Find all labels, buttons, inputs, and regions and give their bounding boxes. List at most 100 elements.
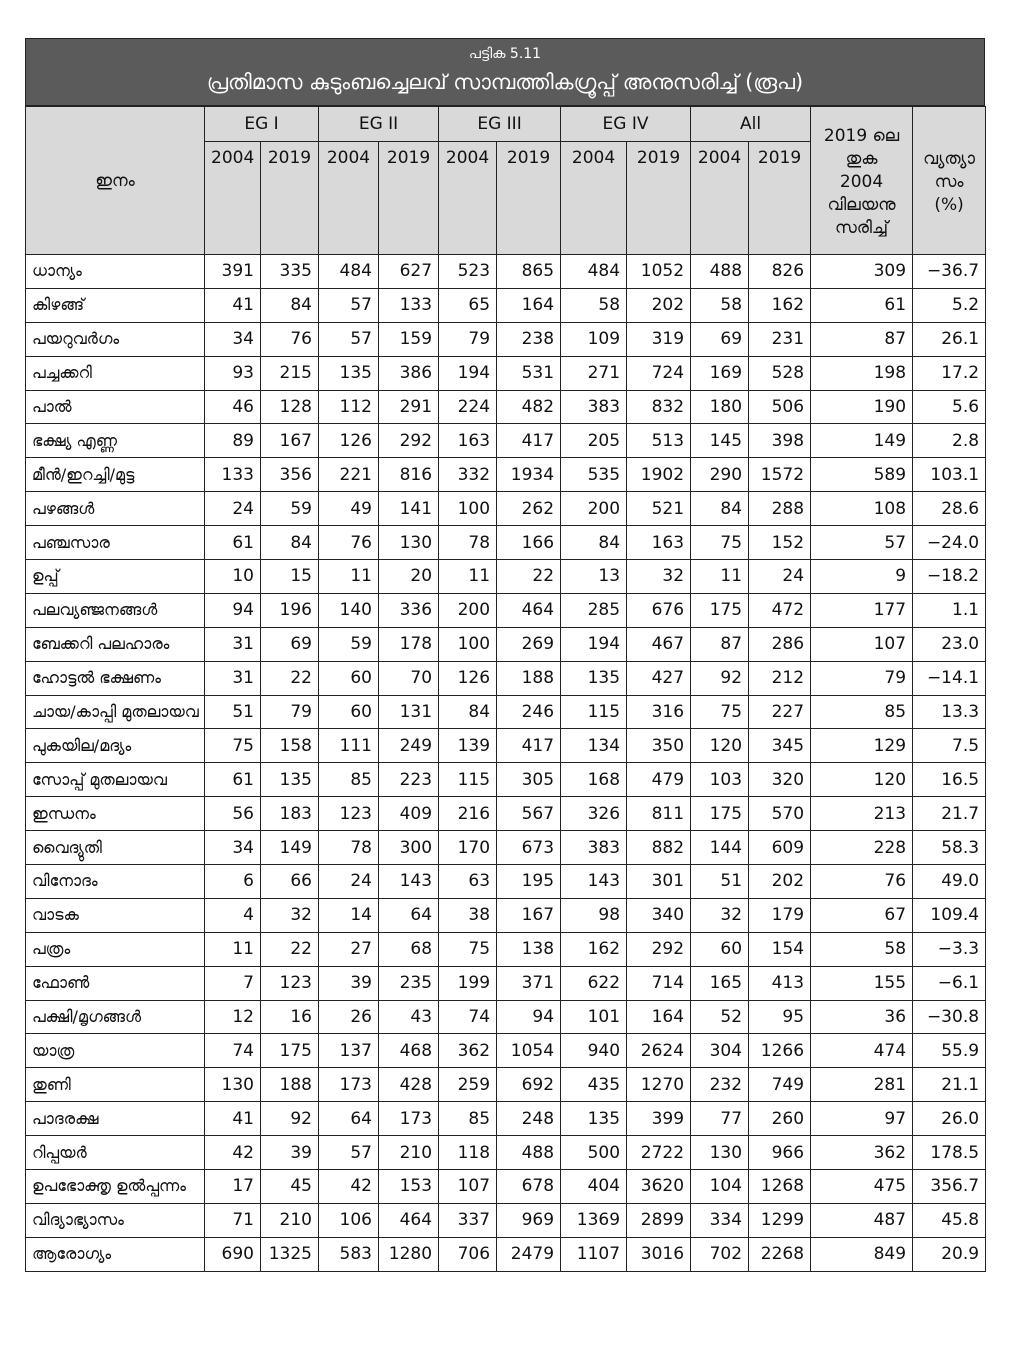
value-cell: 180 [690, 389, 750, 425]
value-cell: 74 [438, 999, 498, 1035]
value-cell: 583 [318, 1236, 379, 1272]
value-cell: 292 [626, 931, 692, 967]
value-cell: 706 [438, 1236, 498, 1272]
value-cell: 34 [204, 321, 261, 357]
header-row: 2004 2019 2004 2019 2004 2019 2004 2019 2004 2019 [26, 141, 986, 255]
value-cell: 41 [204, 287, 261, 323]
value-cell: 137 [318, 1033, 379, 1069]
item-name: പഞ്ചസാര [25, 525, 205, 561]
value-cell: 58.3 [912, 830, 987, 866]
value-cell: 158 [260, 728, 319, 764]
value-cell: 301 [626, 864, 692, 899]
data-row: ഇന്ധനം 56 183 123 409 216 567 326 811 175 570 213 21… [25, 796, 987, 832]
value-cell: 143 [560, 864, 628, 899]
value-cell: 223 [377, 762, 440, 798]
value-cell: 199 [438, 965, 498, 1001]
value-cell: 63 [438, 864, 498, 899]
value-cell: 115 [560, 694, 628, 730]
item-name: ചായ/കാപ്പി മുതലായവ [25, 694, 205, 730]
value-cell: 487 [810, 1202, 914, 1238]
value-cell: 1934 [496, 457, 562, 493]
value-cell: 2479 [496, 1236, 562, 1272]
value-cell: 79 [438, 321, 498, 357]
value-cell: 215 [260, 355, 319, 391]
value-cell: 309 [810, 254, 914, 289]
value-cell: 472 [748, 592, 812, 628]
value-cell: 67 [810, 897, 914, 933]
value-cell: 475 [810, 1169, 914, 1204]
value-cell: 58 [690, 287, 750, 323]
value-cell: 7 [204, 965, 261, 1001]
value-cell: 12 [204, 999, 261, 1035]
value-cell: 212 [748, 660, 812, 696]
value-cell: 109 [560, 321, 628, 357]
value-cell: 163 [438, 423, 498, 459]
item-name: ആരോഗ്യം [25, 1236, 205, 1272]
data-row: പത്രം 11 22 27 68 75 138 162 292 60 154 58 −3.3 [25, 931, 987, 967]
data-row: റിപ്പയർ 42 39 57 210 118 488 500 2722 130 966 362 17… [25, 1135, 987, 1171]
value-cell: 55.9 [912, 1033, 987, 1069]
value-cell: 69 [690, 321, 750, 357]
item-name: പുകയില/മദ്യം [25, 728, 205, 764]
item-name: വിദ്യാഭ്യാസം [25, 1202, 205, 1238]
value-cell: 178 [377, 626, 440, 662]
value-cell: 319 [626, 321, 692, 357]
header-line: തുക [845, 149, 878, 169]
value-cell: 166 [496, 525, 562, 561]
data-row: ഫോൺ 7 123 39 235 199 371 622 714 165 413 155 −6.1 [25, 965, 987, 1001]
value-cell: 78 [318, 830, 379, 866]
item-name: പഴങ്ങൾ [25, 491, 205, 527]
value-cell: 196 [260, 592, 319, 628]
value-cell: 228 [810, 830, 914, 866]
value-cell: 246 [496, 694, 562, 730]
value-cell: 145 [690, 423, 750, 459]
value-cell: 57 [318, 1135, 379, 1171]
value-cell: 332 [438, 457, 498, 493]
value-cell: 22 [260, 931, 319, 967]
value-cell: 59 [318, 626, 379, 662]
value-cell: 235 [377, 965, 440, 1001]
value-cell: 75 [438, 931, 498, 967]
value-cell: 724 [626, 355, 692, 391]
value-cell: 22 [496, 559, 562, 594]
value-cell: 135 [560, 1101, 628, 1137]
item-name: റിപ്പയർ [25, 1135, 205, 1171]
value-cell: 85 [318, 762, 379, 798]
value-cell: 123 [260, 965, 319, 1001]
value-cell: 826 [748, 254, 812, 289]
value-cell: 164 [496, 287, 562, 323]
value-cell: 513 [626, 423, 692, 459]
item-name: പലവ്യഞ്ജനങ്ങൾ [25, 592, 205, 628]
value-cell: 16.5 [912, 762, 987, 798]
item-name: യാത്ര [25, 1033, 205, 1069]
value-cell: 183 [260, 796, 319, 832]
value-cell: 326 [560, 796, 628, 832]
data-row: ഉപ്പ് 10 15 11 20 11 22 13 32 11 24 9 −18.2 [25, 559, 987, 594]
value-cell: 112 [318, 389, 379, 425]
value-cell: 46 [204, 389, 261, 425]
value-cell: 391 [204, 254, 261, 289]
value-cell: 320 [748, 762, 812, 798]
value-cell: 32 [690, 897, 750, 933]
value-cell: 371 [496, 965, 562, 1001]
data-row: യാത്ര 74 175 137 468 362 1054 940 2624 304 1266 474… [25, 1033, 987, 1069]
value-cell: 2624 [626, 1033, 692, 1069]
value-cell: 167 [496, 897, 562, 933]
value-cell: 164 [626, 999, 692, 1035]
value-cell: 10 [204, 559, 261, 594]
value-cell: 232 [690, 1067, 750, 1103]
value-cell: 31 [204, 660, 261, 696]
value-cell: 269 [496, 626, 562, 662]
value-cell: 304 [690, 1033, 750, 1069]
value-cell: 488 [496, 1135, 562, 1171]
value-cell: 58 [810, 931, 914, 967]
value-cell: 155 [810, 965, 914, 1001]
value-cell: 144 [690, 830, 750, 866]
value-cell: 231 [748, 321, 812, 357]
value-cell: 23.0 [912, 626, 987, 662]
item-name: ഇന്ധനം [25, 796, 205, 832]
data-row: പക്ഷി/മൃഗങ്ങൾ 12 16 26 43 74 94 101 164 52 95 36 −30… [25, 999, 987, 1035]
value-cell: 169 [690, 355, 750, 391]
value-cell: 966 [748, 1135, 812, 1171]
data-row: ചായ/കാപ്പി മുതലായവ 51 79 60 131 84 246 115 316 75… [25, 694, 987, 730]
